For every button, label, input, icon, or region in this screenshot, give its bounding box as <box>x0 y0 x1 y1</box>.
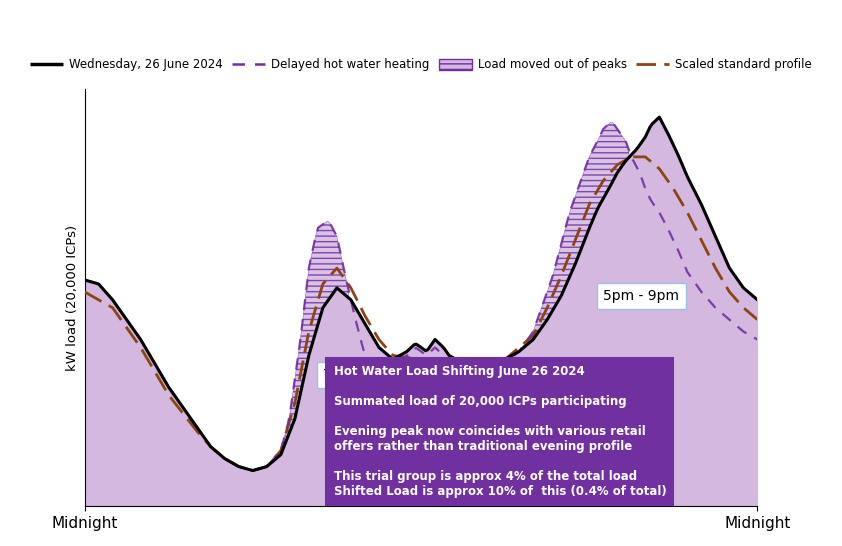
Text: 7am - 10am: 7am - 10am <box>322 368 408 382</box>
Text: Hot Water Load Shifting June 26 2024

Summated load of 20,000 ICPs participating: Hot Water Load Shifting June 26 2024 Sum… <box>333 365 666 498</box>
Legend: Wednesday, 26 June 2024, Delayed hot water heating, Load moved out of peaks, Sca: Wednesday, 26 June 2024, Delayed hot wat… <box>25 54 817 76</box>
Text: 5pm - 9pm: 5pm - 9pm <box>603 289 679 303</box>
Y-axis label: kW load (20,000 ICPs): kW load (20,000 ICPs) <box>66 225 79 371</box>
